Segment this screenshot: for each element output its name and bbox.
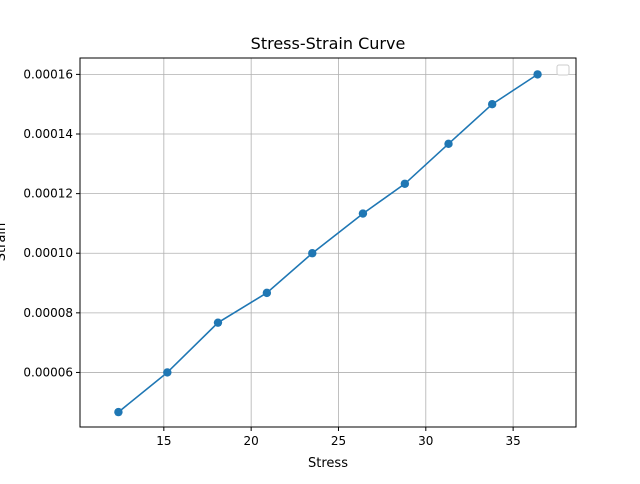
x-tick-label: 15 bbox=[156, 434, 171, 448]
plot-area-frame bbox=[79, 57, 577, 428]
series-line bbox=[117, 73, 539, 413]
data-point bbox=[213, 318, 223, 327]
y-tick-label: 0.00006 bbox=[23, 365, 73, 379]
series-layer bbox=[114, 70, 542, 417]
grid-layer bbox=[80, 58, 576, 427]
x-tick-label: 35 bbox=[505, 434, 520, 448]
data-point bbox=[114, 407, 123, 417]
data-point bbox=[400, 179, 410, 188]
x-tick-label: 30 bbox=[418, 434, 433, 448]
data-point bbox=[533, 70, 542, 79]
data-point bbox=[358, 209, 368, 218]
data-point bbox=[262, 288, 272, 298]
chart-title: Stress-Strain Curve bbox=[251, 34, 406, 53]
y-tick-label: 0.00016 bbox=[23, 67, 73, 81]
data-point bbox=[444, 139, 453, 149]
x-tick-label: 20 bbox=[244, 434, 259, 448]
ticks-layer: 15 20 25 30 35 0.00006 0.00008 0.00010 0.00012 0.… bbox=[23, 67, 520, 448]
data-point bbox=[487, 99, 497, 109]
y-tick-label: 0.00008 bbox=[23, 306, 73, 320]
y-tick-label: 0.00014 bbox=[23, 127, 73, 141]
y-axis-label: Strain bbox=[0, 223, 9, 262]
data-point bbox=[308, 249, 317, 258]
y-tick-label: 0.00012 bbox=[23, 187, 73, 201]
data-point bbox=[163, 368, 172, 377]
x-axis-label: Stress bbox=[308, 456, 348, 471]
x-tick-label: 25 bbox=[331, 434, 346, 448]
legend-box bbox=[556, 64, 570, 76]
y-tick-label: 0.00010 bbox=[23, 246, 73, 260]
